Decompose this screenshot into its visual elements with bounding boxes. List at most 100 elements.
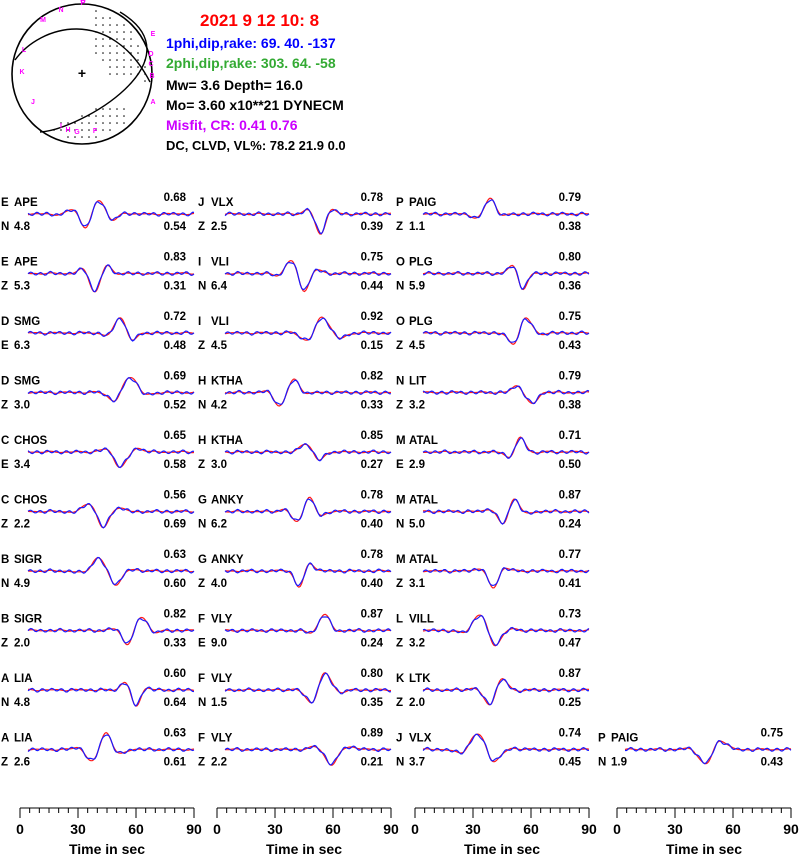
observed-trace — [224, 259, 391, 293]
polarity-dot — [95, 45, 97, 47]
tick-label: 60 — [523, 821, 539, 837]
time-shift: 4.0 — [211, 578, 227, 590]
station-name: ATAL — [409, 495, 438, 507]
time-shift: 2.2 — [211, 757, 227, 769]
variance-reduction: 0.21 — [361, 757, 384, 769]
tick-label: 30 — [267, 821, 283, 837]
station-name: ATAL — [409, 435, 438, 447]
polarity-dot — [130, 31, 132, 33]
component-label: E — [396, 459, 404, 471]
beachball-station-label: E — [151, 31, 156, 38]
waveform-panel: P PAIG 0.79 Z 1.1 0.38 — [396, 192, 590, 233]
variance-reduction: 0.50 — [559, 459, 581, 471]
polarity-dot — [109, 108, 111, 110]
component-label: Z — [198, 459, 205, 471]
waveform-panel: D SMG 0.69 Z 3.0 0.52 — [1, 371, 195, 412]
correlation-value: 0.73 — [559, 609, 581, 621]
station-name: LTK — [409, 673, 431, 685]
synthetic-trace — [27, 683, 195, 707]
focal-sphere — [11, 3, 153, 145]
tick-label: 30 — [70, 821, 86, 837]
beachball-station-label: B — [149, 73, 154, 80]
component-label: N — [198, 400, 206, 412]
time-shift: 3.2 — [409, 638, 425, 650]
beachball-station-label: C — [148, 61, 153, 68]
station-letter: M — [396, 554, 406, 566]
variance-reduction: 0.25 — [559, 697, 582, 709]
tick-label: 90 — [186, 821, 202, 837]
correlation-value: 0.89 — [361, 728, 383, 740]
polarity-dot — [74, 122, 76, 124]
station-letter: E — [1, 197, 9, 209]
waveform-panel: F VLY 0.87 E 9.0 0.24 — [198, 609, 392, 650]
plane1-params: 1phi,dip,rake: 69. 40. -137 — [166, 35, 336, 51]
polarity-dot — [81, 136, 83, 138]
polarity-dot — [130, 73, 132, 75]
time-shift: 3.1 — [409, 578, 426, 590]
station-letter: F — [198, 614, 205, 626]
synthetic-trace — [422, 567, 590, 587]
station-letter: G — [198, 495, 207, 507]
station-letter: J — [396, 733, 402, 745]
time-shift: 5.0 — [409, 519, 425, 531]
synthetic-trace — [422, 678, 590, 706]
station-name: PLG — [409, 257, 433, 269]
waveform-panel: M ATAL 0.77 Z 3.1 0.41 — [396, 549, 590, 590]
component-label: E — [1, 459, 9, 471]
variance-reduction: 0.33 — [164, 638, 186, 650]
station-letter: N — [396, 376, 404, 388]
correlation-value: 0.63 — [164, 728, 186, 740]
station-letter: C — [1, 435, 9, 447]
polarity-dot — [116, 108, 118, 110]
beachball-station-label: I — [60, 123, 62, 130]
beachball-station-label: P — [81, 0, 86, 7]
synthetic-trace — [224, 443, 392, 462]
station-letter: J — [198, 197, 204, 209]
synthetic-trace — [422, 437, 590, 459]
waveform-panel: A LIA 0.60 N 4.8 0.64 — [1, 668, 195, 709]
polarity-dot — [116, 73, 118, 75]
station-letter: I — [198, 257, 201, 269]
component-label: Z — [198, 578, 205, 590]
component-label: Z — [396, 340, 403, 352]
misfit-cr: Misfit, CR: 0.41 0.76 — [166, 117, 298, 133]
time-shift: 1.1 — [409, 221, 426, 233]
waveform-panel: D SMG 0.72 E 6.3 0.48 — [1, 311, 195, 352]
polarity-dot — [102, 38, 104, 40]
polarity-dot — [53, 129, 55, 131]
waveform-panel: K LTK 0.87 Z 2.0 0.25 — [396, 668, 590, 709]
waveform-panel: J VLX 0.74 N 3.7 0.45 — [396, 728, 590, 769]
nodal-plane-1 — [14, 28, 151, 83]
station-letter: M — [396, 435, 406, 447]
polarity-dot — [123, 45, 125, 47]
variance-reduction: 0.47 — [559, 638, 581, 650]
polarity-dot — [123, 73, 125, 75]
component-label: Z — [396, 638, 403, 650]
component-label: N — [1, 578, 9, 590]
polarity-dot — [88, 115, 90, 117]
correlation-value: 0.87 — [361, 609, 383, 621]
station-name: SMG — [14, 376, 40, 388]
polarity-dot — [123, 52, 125, 54]
time-shift: 1.9 — [611, 757, 627, 769]
variance-reduction: 0.48 — [164, 340, 187, 352]
synthetic-trace — [422, 385, 590, 405]
correlation-value: 0.78 — [361, 192, 384, 204]
component-label: Z — [198, 221, 205, 233]
station-letter: P — [598, 733, 606, 745]
beachball-station-label: K — [19, 69, 24, 76]
time-shift: 2.2 — [14, 519, 30, 531]
polarity-dot — [116, 24, 118, 26]
synthetic-trace — [27, 617, 195, 644]
station-name: LIA — [14, 673, 33, 685]
correlation-value: 0.77 — [559, 549, 581, 561]
polarity-dot — [95, 31, 97, 33]
polarity-dot — [109, 73, 111, 75]
correlation-value: 0.63 — [164, 549, 186, 561]
correlation-value: 0.92 — [361, 311, 383, 323]
component-label: E — [198, 638, 206, 650]
time-axis: 0 30 60 90 Time in sec — [213, 807, 399, 857]
polarity-dot — [109, 17, 111, 19]
station-name: LIT — [409, 376, 426, 388]
polarity-dot — [123, 38, 125, 40]
